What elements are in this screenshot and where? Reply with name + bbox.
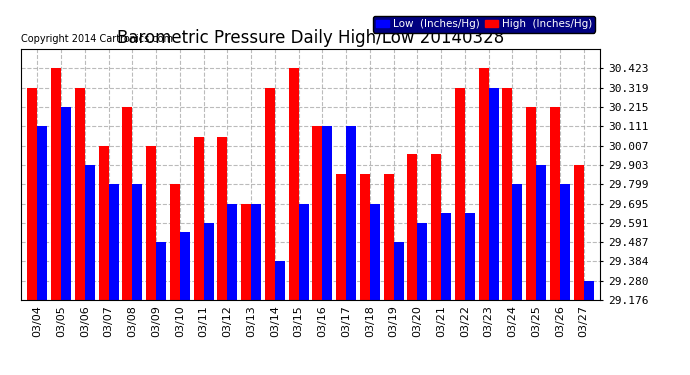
Bar bbox=[28, 88, 37, 300]
Bar bbox=[384, 174, 393, 300]
Bar bbox=[573, 165, 584, 300]
Bar bbox=[489, 88, 499, 300]
Title: Barometric Pressure Daily High/Low 20140328: Barometric Pressure Daily High/Low 20140… bbox=[117, 29, 504, 47]
Bar bbox=[407, 154, 417, 300]
Bar bbox=[37, 126, 48, 300]
Bar bbox=[346, 126, 356, 300]
Bar bbox=[241, 204, 251, 300]
Bar bbox=[85, 165, 95, 300]
Text: Copyright 2014 Cartronics.com: Copyright 2014 Cartronics.com bbox=[21, 34, 172, 44]
Bar bbox=[265, 88, 275, 300]
Bar bbox=[217, 136, 228, 300]
Bar bbox=[584, 280, 593, 300]
Bar bbox=[132, 184, 142, 300]
Bar bbox=[536, 165, 546, 300]
Bar bbox=[465, 213, 475, 300]
Bar bbox=[560, 184, 570, 300]
Bar bbox=[204, 223, 214, 300]
Bar bbox=[513, 184, 522, 300]
Bar bbox=[288, 68, 299, 300]
Bar bbox=[299, 204, 308, 300]
Bar bbox=[51, 68, 61, 300]
Bar bbox=[550, 107, 560, 300]
Bar bbox=[180, 232, 190, 300]
Bar bbox=[228, 204, 237, 300]
Bar bbox=[108, 184, 119, 300]
Bar bbox=[156, 242, 166, 300]
Bar bbox=[431, 154, 441, 300]
Bar bbox=[502, 88, 513, 300]
Bar bbox=[370, 204, 380, 300]
Bar bbox=[75, 88, 85, 300]
Bar bbox=[275, 261, 285, 300]
Bar bbox=[417, 223, 427, 300]
Bar bbox=[251, 204, 261, 300]
Bar bbox=[194, 136, 204, 300]
Legend: Low  (Inches/Hg), High  (Inches/Hg): Low (Inches/Hg), High (Inches/Hg) bbox=[373, 16, 595, 33]
Bar bbox=[146, 146, 156, 300]
Bar bbox=[360, 174, 370, 300]
Bar bbox=[441, 213, 451, 300]
Bar bbox=[526, 107, 536, 300]
Bar bbox=[336, 174, 346, 300]
Bar bbox=[61, 107, 71, 300]
Bar bbox=[99, 146, 108, 300]
Bar bbox=[313, 126, 322, 300]
Bar bbox=[322, 126, 333, 300]
Bar bbox=[393, 242, 404, 300]
Bar bbox=[455, 88, 465, 300]
Bar bbox=[479, 68, 489, 300]
Bar bbox=[170, 184, 180, 300]
Bar bbox=[122, 107, 132, 300]
